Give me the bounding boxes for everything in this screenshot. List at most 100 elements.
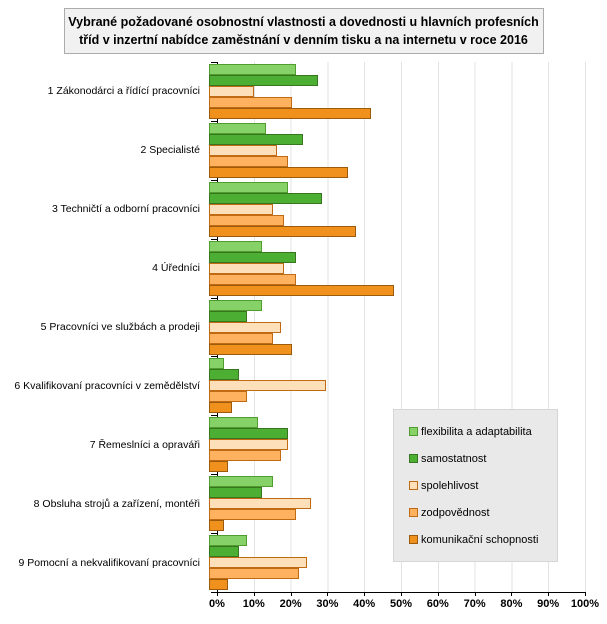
x-axis-tick [548, 592, 550, 596]
x-axis-label: 70% [463, 598, 486, 610]
bar-spolehlivost [209, 262, 285, 274]
bar-flexibilita [209, 299, 262, 311]
bar-track [209, 298, 586, 357]
bar-samostatnost [209, 310, 247, 322]
bar-samostatnost [209, 428, 289, 440]
category-group: 1 Zákonodárci a řídící pracovníci [0, 62, 586, 121]
legend-item: zodpovědnost [409, 507, 553, 519]
bar-komunikacni [209, 107, 372, 119]
bar-track [209, 121, 586, 180]
x-axis-label: 80% [500, 598, 523, 610]
bar-komunikacni [209, 343, 292, 355]
bar-flexibilita [209, 181, 289, 193]
category-label: 3 Techničtí a odborní pracovníci [51, 203, 200, 216]
bar-spolehlivost [209, 439, 289, 451]
x-axis-label: 40% [353, 598, 376, 610]
x-axis-tick [401, 592, 402, 596]
y-axis-tick [211, 179, 217, 181]
y-axis-tick [211, 533, 217, 535]
bar-komunikacni [209, 166, 349, 178]
x-axis-label: 60% [426, 598, 449, 610]
bar-spolehlivost [209, 557, 308, 569]
y-axis-tick [211, 415, 217, 417]
legend-label: komunikační schopnosti [421, 533, 539, 546]
category-label: 2 Specialisté [140, 144, 200, 157]
y-axis-tick [211, 356, 217, 358]
bar-spolehlivost [209, 144, 277, 156]
bar-samostatnost [209, 487, 262, 499]
bar-flexibilita [209, 63, 296, 75]
bar-flexibilita [209, 240, 262, 252]
category-group: 2 Specialisté [0, 121, 586, 180]
category-group: 8 Obsluha strojů a zařízení, montéři [0, 474, 586, 533]
bar-flexibilita [209, 476, 274, 488]
bar-spolehlivost [209, 380, 326, 392]
bar-flexibilita [209, 122, 266, 134]
legend-label: spolehlivost [421, 479, 479, 492]
bar-zodpovednost [209, 509, 296, 521]
bar-flexibilita [209, 535, 247, 547]
x-axis-tick [290, 592, 292, 596]
category-label: 6 Kvalifikovaní pracovníci v zemědělství [14, 379, 200, 392]
x-axis: 0% 10% 20% 30% 40% 50% 60% 70% 80% 90% 100% [209, 592, 599, 614]
y-axis-tick [211, 592, 217, 593]
bar-track [209, 474, 586, 533]
category-label: 7 Řemeslníci a opraváři [89, 438, 200, 451]
bar-track [209, 62, 586, 121]
category-label: 8 Obsluha strojů a zařízení, montéři [33, 497, 200, 510]
x-axis-label: 50% [389, 598, 413, 610]
x-axis-tick [217, 592, 218, 596]
y-axis-tick [211, 238, 217, 240]
bar-zodpovednost [209, 450, 281, 462]
x-axis-tick [474, 592, 476, 596]
category-group: 9 Pomocní a nekvalifikovaní pracovníci [0, 533, 586, 592]
bar-samostatnost [209, 546, 240, 558]
bar-zodpovednost [209, 214, 285, 226]
legend-label: zodpovědnost [421, 506, 490, 519]
x-axis-tick [511, 592, 513, 596]
legend-label: flexibilita a adaptabilita [421, 425, 532, 438]
bar-spolehlivost [209, 498, 311, 510]
legend-item: samostatnost [409, 453, 553, 465]
bar-zodpovednost [209, 568, 300, 580]
x-axis-label: 90% [537, 598, 560, 610]
category-group: 5 Pracovníci ve službách a prodeji [0, 298, 586, 357]
legend-swatch-komunikacni [409, 535, 418, 544]
legend-swatch-spolehlivost [409, 481, 418, 490]
bar-komunikacni [209, 579, 228, 591]
bar-samostatnost [209, 251, 296, 263]
category-group: 6 Kvalifikovaní pracovníci v zemědělství [0, 356, 586, 415]
bar-flexibilita [209, 358, 225, 370]
bar-track [209, 180, 586, 239]
category-label: 4 Úředníci [152, 262, 200, 275]
bar-track [209, 239, 586, 298]
bar-spolehlivost [209, 203, 274, 215]
bar-zodpovednost [209, 155, 289, 167]
chart-title: Vybrané požadované osobnostní vlastnosti… [63, 8, 544, 55]
x-axis-tick [585, 592, 586, 596]
bar-zodpovednost [209, 273, 296, 285]
bar-komunikacni [209, 225, 357, 237]
legend-item: komunikační schopnosti [409, 534, 553, 546]
bar-flexibilita [209, 417, 258, 429]
x-axis-tick [253, 592, 255, 596]
category-label: 5 Pracovníci ve službách a prodeji [40, 321, 200, 333]
legend-item: spolehlivost [409, 480, 553, 492]
legend-swatch-zodpovednost [409, 508, 418, 517]
x-axis-tick [327, 592, 329, 596]
x-axis-label: 100% [570, 598, 600, 610]
y-axis-tick [211, 62, 217, 63]
category-group: 4 Úředníci [0, 239, 586, 298]
x-axis-tick [364, 592, 366, 596]
bar-zodpovednost [209, 332, 274, 344]
bar-samostatnost [209, 74, 319, 86]
y-axis-tick [211, 297, 217, 299]
x-axis-label: 10% [242, 598, 265, 610]
bar-spolehlivost [209, 321, 281, 333]
x-axis-label: 30% [316, 598, 339, 610]
x-axis-label: 0% [209, 598, 225, 610]
category-label: 9 Pomocní a nekvalifikovaní pracovníci [18, 556, 200, 569]
bar-groups: 1 Zákonodárci a řídící pracovníci 2 Speci… [0, 62, 586, 592]
legend-item: flexibilita a adaptabilita [409, 426, 553, 438]
